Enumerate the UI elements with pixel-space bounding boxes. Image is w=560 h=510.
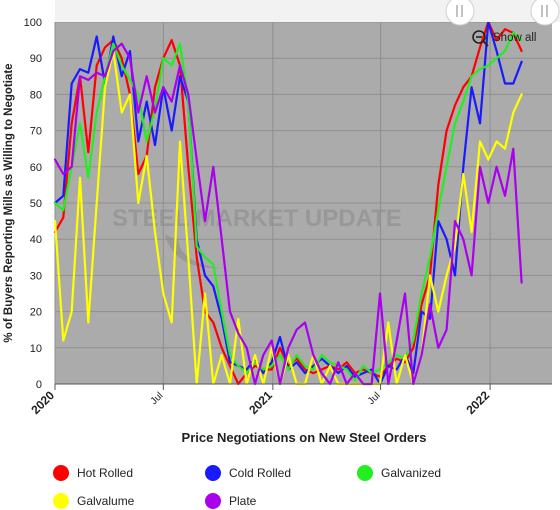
y-tick-label: 30 bbox=[30, 270, 42, 282]
legend-item-galvalume[interactable]: Galvalume bbox=[53, 493, 134, 509]
zoom-out-icon bbox=[472, 30, 489, 47]
legend-label: Galvanized bbox=[381, 466, 442, 480]
legend-label: Plate bbox=[229, 494, 257, 508]
navigator-handle-left[interactable] bbox=[445, 0, 475, 26]
navigator-handle-right[interactable] bbox=[530, 0, 560, 26]
y-tick-label: 0 bbox=[36, 379, 42, 391]
legend-item-plate[interactable]: Plate bbox=[205, 493, 256, 509]
series-line-galvalume bbox=[53, 49, 523, 386]
show-all-button[interactable]: Show all bbox=[472, 30, 536, 47]
legend-swatch bbox=[205, 465, 221, 481]
y-tick-label: 100 bbox=[24, 17, 42, 29]
x-axis-ticks: 2020 Jul 2021 Jul 2022 bbox=[28, 384, 492, 417]
y-tick-label: 50 bbox=[30, 198, 42, 210]
x-tick-label: Jul bbox=[149, 390, 166, 407]
y-tick-label: 40 bbox=[30, 234, 42, 246]
y-axis-title: % of Buyers Reporting Mills as Willing t… bbox=[3, 63, 15, 342]
legend-swatch bbox=[357, 465, 373, 481]
legend-swatch bbox=[53, 493, 69, 509]
y-tick-label: 20 bbox=[30, 307, 42, 319]
x-tick-label: Jul bbox=[366, 390, 383, 407]
y-axis-ticks: 0 10 20 30 40 50 60 70 80 90 100 bbox=[24, 17, 42, 391]
y-tick-label: 90 bbox=[30, 53, 42, 65]
y-tick-label: 70 bbox=[30, 126, 42, 138]
series-lines bbox=[53, 20, 523, 386]
series-line-galvanized bbox=[53, 31, 523, 382]
y-tick-label: 10 bbox=[30, 343, 42, 355]
legend-label: Cold Rolled bbox=[229, 466, 292, 480]
x-tick-label: 2021 bbox=[246, 388, 275, 417]
y-tick-label: 60 bbox=[30, 162, 42, 174]
legend: Hot Rolled Cold Rolled Galvanized Galvalume… bbox=[0, 455, 560, 510]
navigator-track[interactable] bbox=[55, 0, 560, 22]
legend-label: Hot Rolled bbox=[77, 466, 134, 480]
watermark-text: STEEL MARKET UPDATE bbox=[112, 205, 402, 232]
show-all-label: Show all bbox=[493, 32, 536, 44]
watermark: STEEL MARKET UPDATE bbox=[112, 205, 402, 269]
x-axis-title: Price Negotiations on New Steel Orders bbox=[182, 430, 427, 445]
legend-swatch bbox=[53, 465, 69, 481]
legend-label: Galvalume bbox=[77, 494, 135, 508]
legend-item-galvanized[interactable]: Galvanized bbox=[357, 465, 441, 481]
x-tick-label: 2020 bbox=[28, 388, 57, 417]
y-tick-label: 80 bbox=[30, 89, 42, 101]
legend-item-hot-rolled[interactable]: Hot Rolled bbox=[53, 465, 133, 481]
x-tick-label: 2022 bbox=[463, 388, 492, 417]
legend-item-cold-rolled[interactable]: Cold Rolled bbox=[205, 465, 291, 481]
legend-swatch bbox=[205, 493, 221, 509]
series-line-plate bbox=[53, 42, 523, 386]
